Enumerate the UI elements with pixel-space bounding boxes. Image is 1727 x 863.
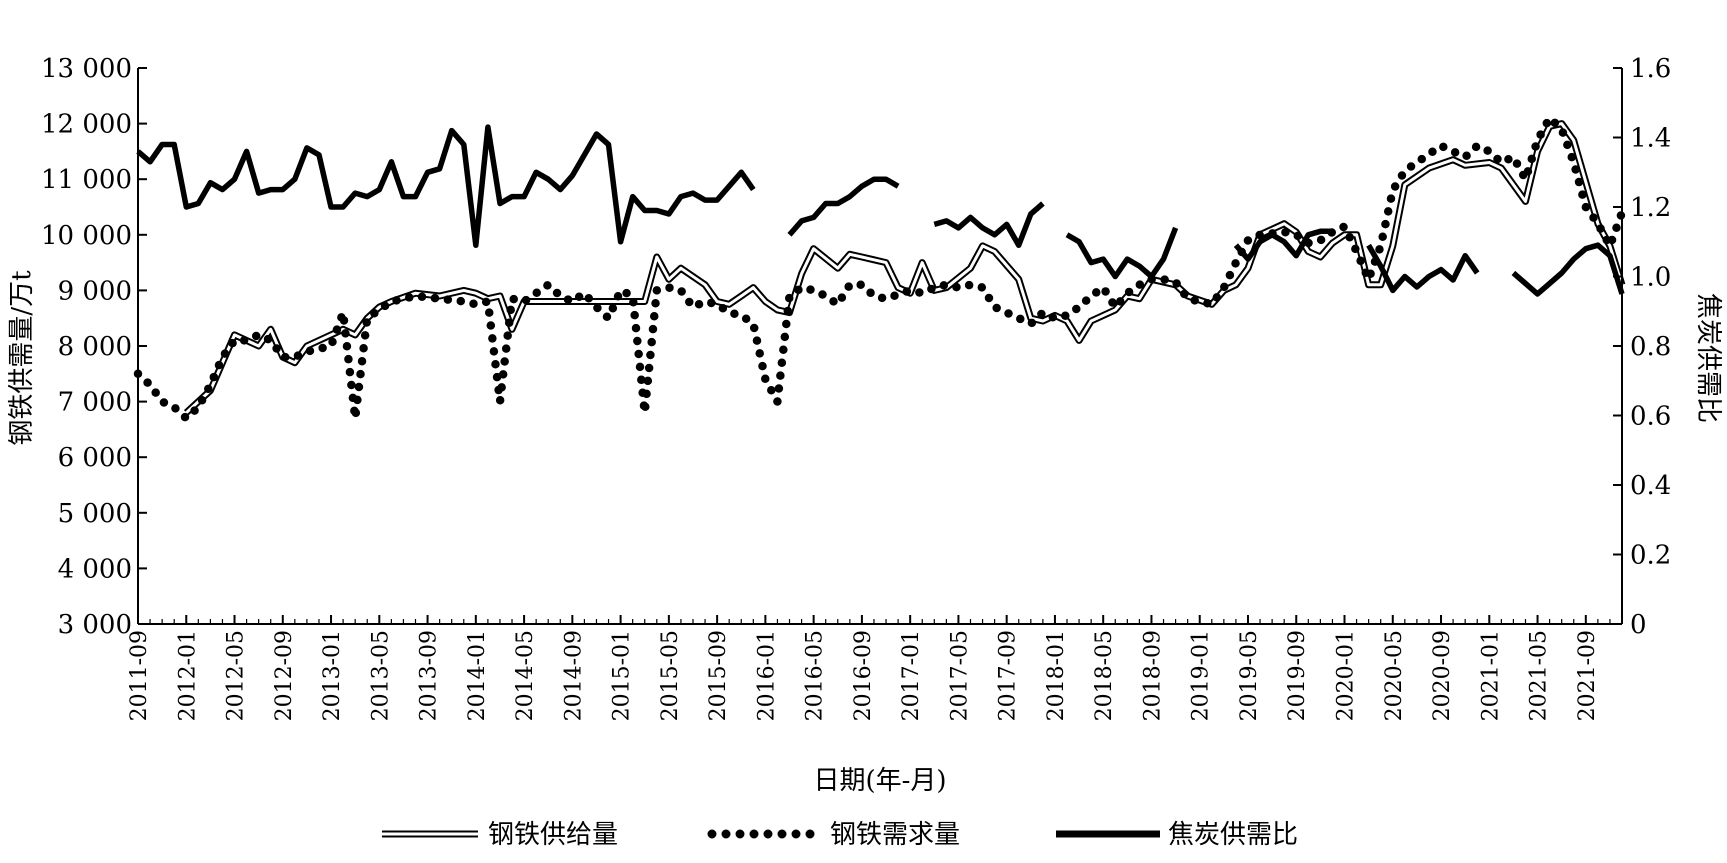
right-y-tick-label: 0.4 <box>1630 471 1671 501</box>
left-y-tick-label: 9 000 <box>58 276 132 306</box>
x-tick-label: 2021-01 <box>1478 630 1503 721</box>
legend-item-supply: 钢铁供给量 <box>382 820 618 850</box>
legend-label-supply: 钢铁供给量 <box>488 820 618 850</box>
x-tick-label: 2013-01 <box>320 630 345 721</box>
series-line-coke <box>136 124 756 248</box>
series-line-coke <box>1366 243 1480 294</box>
x-axis-title: 日期(年-月) <box>813 766 946 796</box>
right-y-tick-label: 1.6 <box>1630 54 1671 84</box>
legend-item-demand: 钢铁需求量 <box>707 820 960 850</box>
x-tick-label: 2015-05 <box>658 630 683 721</box>
x-tick-label: 2018-09 <box>1140 630 1165 721</box>
series-line-supply-inner <box>185 122 1624 414</box>
left-y-tick-label: 5 000 <box>58 499 132 529</box>
right-y-tick-label: 1.0 <box>1630 263 1671 293</box>
x-tick-label: 2019-05 <box>1237 630 1262 721</box>
x-tick-label: 2018-05 <box>1092 630 1117 721</box>
series-line-coke <box>787 176 900 237</box>
right-y-tick-label: 1.2 <box>1630 193 1671 223</box>
right-y-tick-label: 1.4 <box>1630 124 1671 154</box>
x-tick-label: 2012-05 <box>224 630 249 721</box>
x-tick-label: 2020-01 <box>1334 630 1359 721</box>
legend-label-coke: 焦炭供需比 <box>1168 820 1298 850</box>
left-y-axis-title: 钢铁供需量/万t <box>7 270 37 446</box>
left-y-tick-label: 7 000 <box>58 388 132 418</box>
x-tick-label: 2016-09 <box>851 630 876 721</box>
left-y-tick-label: 12 000 <box>41 110 132 140</box>
x-tick-label: 2021-05 <box>1527 630 1552 721</box>
series-line-coke <box>933 201 1045 248</box>
x-tick-label: 2014-05 <box>513 630 538 721</box>
left-y-tick-label: 13 000 <box>41 54 132 84</box>
left-y-tick-label: 6 000 <box>58 443 132 473</box>
x-tick-label: 2015-09 <box>706 630 731 721</box>
x-tick-label: 2019-09 <box>1285 630 1310 721</box>
x-tick-label: 2011-09 <box>127 630 152 721</box>
legend: 钢铁供给量 钢铁需求量 焦炭供需比 <box>382 820 1298 850</box>
x-tick-label: 2012-01 <box>175 630 200 721</box>
x-tick-label: 2014-09 <box>561 630 586 721</box>
right-y-tick-label: 0.2 <box>1630 541 1671 571</box>
ticks-layer: 3 000 4 000 5 000 6 000 7 000 8 000 9 000 10 00… <box>41 54 1671 721</box>
x-tick-label: 2017-01 <box>899 630 924 721</box>
legend-label-demand: 钢铁需求量 <box>830 820 960 850</box>
x-tick-label: 2013-05 <box>368 630 393 721</box>
right-y-tick-label: 0 <box>1630 610 1647 640</box>
series-line-coke <box>1233 228 1333 262</box>
left-y-tick-label: 4 000 <box>58 554 132 584</box>
series-line-demand <box>133 113 1627 423</box>
x-tick-label: 2015-01 <box>610 630 635 721</box>
x-tick-label: 2017-09 <box>996 630 1021 721</box>
right-y-tick-label: 0.6 <box>1630 402 1671 432</box>
x-tick-label: 2016-01 <box>754 630 779 721</box>
x-tick-label: 2021-09 <box>1575 630 1600 721</box>
series-line-coke <box>1065 226 1179 280</box>
x-tick-label: 2016-05 <box>803 630 828 721</box>
x-tick-label: 2013-09 <box>417 630 442 721</box>
right-y-tick-label: 0.8 <box>1630 332 1671 362</box>
left-y-tick-label: 11 000 <box>41 165 132 195</box>
series-layer <box>133 113 1627 423</box>
series-line-coke <box>1511 242 1625 297</box>
x-tick-label: 2012-09 <box>272 630 297 721</box>
x-tick-label: 2017-05 <box>947 630 972 721</box>
right-y-axis-title: 焦炭供需比 <box>1693 293 1723 423</box>
x-tick-label: 2014-01 <box>465 630 490 721</box>
legend-item-coke: 焦炭供需比 <box>1056 820 1298 850</box>
left-y-tick-label: 3 000 <box>58 610 132 640</box>
x-tick-label: 2018-01 <box>1044 630 1069 721</box>
x-tick-label: 2019-01 <box>1189 630 1214 721</box>
left-y-tick-label: 8 000 <box>58 332 132 362</box>
left-y-tick-label: 10 000 <box>41 221 132 251</box>
x-tick-label: 2020-05 <box>1382 630 1407 721</box>
x-tick-label: 2020-09 <box>1430 630 1455 721</box>
